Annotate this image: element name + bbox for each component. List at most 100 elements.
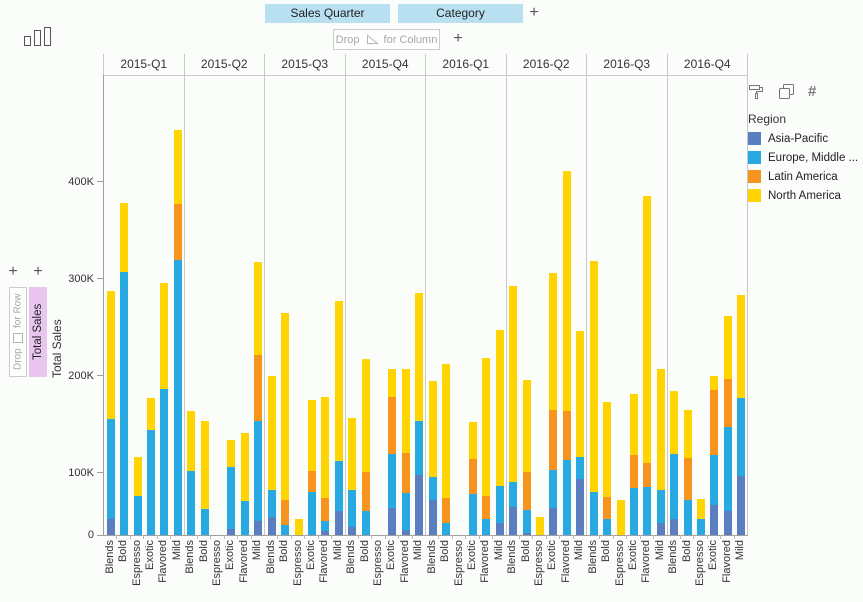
format-painter-icon[interactable] xyxy=(748,83,765,100)
bar-segment-Europe, Middle ...[interactable] xyxy=(737,398,746,476)
bar-2016-Q1-Exotic[interactable] xyxy=(468,75,477,535)
bar-2015-Q3-Mild[interactable] xyxy=(334,75,343,535)
bar-segment-Europe, Middle ...[interactable] xyxy=(482,518,491,535)
bar-2016-Q3-Exotic[interactable] xyxy=(629,75,638,535)
bar-segment-Europe, Middle ...[interactable] xyxy=(509,481,518,507)
bar-segment-Europe, Middle ...[interactable] xyxy=(321,521,330,532)
bar-segment-North America[interactable] xyxy=(227,439,236,468)
bar-2015-Q4-Espresso[interactable] xyxy=(375,75,383,535)
bar-2015-Q3-Flavored[interactable] xyxy=(321,75,330,535)
bar-2015-Q2-Bold[interactable] xyxy=(200,75,209,535)
bar-2015-Q3-Blends[interactable] xyxy=(267,75,276,535)
bar-segment-North America[interactable] xyxy=(495,330,504,486)
bar-segment-Europe, Middle ...[interactable] xyxy=(146,430,155,535)
bar-segment-Europe, Middle ...[interactable] xyxy=(562,460,571,535)
bar-segment-Europe, Middle ...[interactable] xyxy=(401,493,410,531)
bar-2015-Q4-Bold[interactable] xyxy=(361,75,370,535)
bar-2016-Q1-Espresso[interactable] xyxy=(456,75,464,535)
bar-2016-Q2-Exotic[interactable] xyxy=(549,75,558,535)
bar-segment-North America[interactable] xyxy=(629,394,638,456)
bar-segment-North America[interactable] xyxy=(603,402,612,498)
bar-segment-Asia-Pacific[interactable] xyxy=(710,504,719,535)
bar-segment-Europe, Middle ...[interactable] xyxy=(442,523,451,535)
bar-segment-North America[interactable] xyxy=(334,301,343,462)
bar-segment-Latin America[interactable] xyxy=(442,498,451,524)
bar-2015-Q3-Bold[interactable] xyxy=(281,75,290,535)
bar-segment-Europe, Middle ...[interactable] xyxy=(495,485,504,524)
bar-segment-Europe, Middle ...[interactable] xyxy=(723,427,732,511)
bar-segment-North America[interactable] xyxy=(522,379,531,472)
bar-2016-Q2-Espresso[interactable] xyxy=(536,75,545,535)
bar-2015-Q2-Flavored[interactable] xyxy=(240,75,249,535)
bar-segment-Asia-Pacific[interactable] xyxy=(348,527,357,535)
bar-segment-Europe, Middle ...[interactable] xyxy=(106,418,115,520)
bar-2016-Q1-Bold[interactable] xyxy=(442,75,451,535)
bar-segment-Europe, Middle ...[interactable] xyxy=(187,470,196,535)
bar-2016-Q3-Mild[interactable] xyxy=(656,75,665,535)
bar-segment-Latin America[interactable] xyxy=(321,498,330,522)
bar-segment-Latin America[interactable] xyxy=(522,471,531,510)
bar-2015-Q3-Exotic[interactable] xyxy=(307,75,316,535)
bar-2016-Q2-Mild[interactable] xyxy=(576,75,585,535)
bar-2016-Q4-Exotic[interactable] xyxy=(710,75,719,535)
bar-segment-North America[interactable] xyxy=(200,420,209,509)
bar-segment-North America[interactable] xyxy=(468,421,477,460)
bar-segment-Latin America[interactable] xyxy=(468,459,477,495)
bar-2015-Q2-Blends[interactable] xyxy=(187,75,196,535)
bar-chart-icon[interactable] xyxy=(24,27,51,46)
bar-segment-Latin America[interactable] xyxy=(361,471,370,511)
bar-segment-Asia-Pacific[interactable] xyxy=(670,518,679,535)
bar-segment-North America[interactable] xyxy=(146,398,155,431)
bar-segment-North America[interactable] xyxy=(536,516,545,535)
bar-2015-Q1-Exotic[interactable] xyxy=(146,75,155,535)
bar-segment-Europe, Middle ...[interactable] xyxy=(173,259,182,535)
bar-segment-Europe, Middle ...[interactable] xyxy=(428,476,437,501)
bar-segment-Asia-Pacific[interactable] xyxy=(576,478,585,535)
bar-segment-North America[interactable] xyxy=(267,375,276,491)
bar-segment-Europe, Middle ...[interactable] xyxy=(361,510,370,535)
legend-item-North America[interactable]: North America xyxy=(748,189,860,202)
drop-for-column-zone[interactable]: Drop for Column xyxy=(333,29,440,50)
bar-segment-North America[interactable] xyxy=(254,262,263,355)
bar-segment-Latin America[interactable] xyxy=(254,354,263,421)
bar-segment-Latin America[interactable] xyxy=(710,389,719,456)
bar-segment-Europe, Middle ...[interactable] xyxy=(267,490,276,517)
bar-segment-North America[interactable] xyxy=(307,400,316,471)
bar-2016-Q3-Bold[interactable] xyxy=(603,75,612,535)
bar-segment-North America[interactable] xyxy=(401,369,410,453)
add-column-drop-button[interactable]: + xyxy=(453,30,463,47)
bar-segment-North America[interactable] xyxy=(576,331,585,458)
bar-segment-North America[interactable] xyxy=(643,196,652,464)
bar-segment-Europe, Middle ...[interactable] xyxy=(227,467,236,530)
bar-segment-North America[interactable] xyxy=(133,457,142,497)
bar-2016-Q1-Blends[interactable] xyxy=(428,75,437,535)
bar-segment-Asia-Pacific[interactable] xyxy=(415,474,424,535)
bar-segment-Europe, Middle ...[interactable] xyxy=(334,461,343,511)
bar-segment-Europe, Middle ...[interactable] xyxy=(281,525,290,535)
bar-segment-North America[interactable] xyxy=(106,290,115,419)
bar-segment-Europe, Middle ...[interactable] xyxy=(670,453,679,519)
bar-segment-North America[interactable] xyxy=(710,375,719,390)
bar-segment-North America[interactable] xyxy=(428,380,437,477)
bar-segment-Asia-Pacific[interactable] xyxy=(227,529,236,535)
bar-2015-Q3-Espresso[interactable] xyxy=(294,75,303,535)
bar-segment-Europe, Middle ...[interactable] xyxy=(549,470,558,508)
bar-segment-Europe, Middle ...[interactable] xyxy=(200,508,209,535)
bar-segment-Asia-Pacific[interactable] xyxy=(106,519,115,535)
bar-segment-Asia-Pacific[interactable] xyxy=(428,500,437,535)
bar-segment-Europe, Middle ...[interactable] xyxy=(348,490,357,528)
bar-segment-North America[interactable] xyxy=(683,409,692,459)
bar-segment-Latin America[interactable] xyxy=(482,496,491,519)
bar-segment-Latin America[interactable] xyxy=(173,204,182,260)
bar-2016-Q4-Blends[interactable] xyxy=(670,75,679,535)
bar-segment-North America[interactable] xyxy=(509,285,518,482)
copy-icon[interactable] xyxy=(778,83,795,100)
add-column-pill-button[interactable]: + xyxy=(529,4,539,21)
bar-segment-Latin America[interactable] xyxy=(643,463,652,487)
bar-2015-Q4-Blends[interactable] xyxy=(348,75,357,535)
bar-segment-North America[interactable] xyxy=(348,417,357,491)
bar-2015-Q1-Espresso[interactable] xyxy=(133,75,142,535)
bar-segment-Europe, Middle ...[interactable] xyxy=(468,494,477,535)
bar-segment-Europe, Middle ...[interactable] xyxy=(415,420,424,475)
add-row-pill-button[interactable]: + xyxy=(8,263,18,280)
